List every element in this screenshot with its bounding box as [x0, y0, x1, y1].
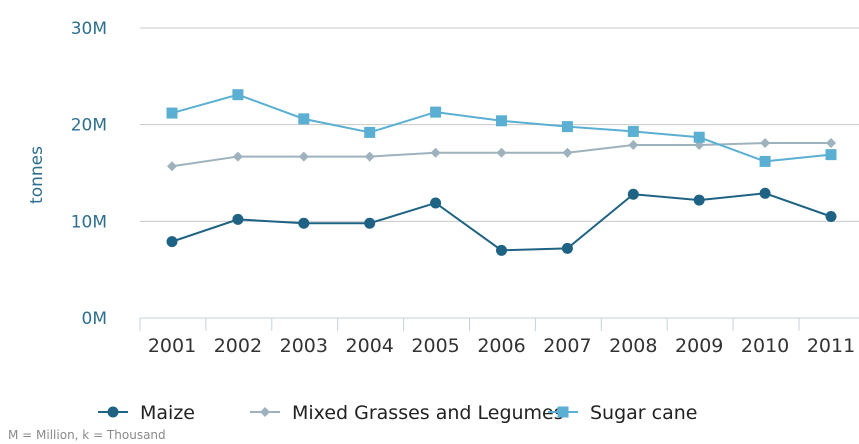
data-point[interactable]: [759, 155, 771, 167]
data-point[interactable]: [364, 217, 376, 229]
y-tick-label: 20M: [71, 116, 107, 136]
legend-label: Mixed Grasses and Legumes: [292, 402, 564, 424]
data-point[interactable]: [430, 197, 442, 209]
x-tick-label: 2008: [609, 335, 657, 357]
legend-label: Sugar cane: [590, 402, 697, 424]
legend[interactable]: Maize Mixed Grasses and Legumes Sugar cane: [98, 402, 697, 424]
data-point[interactable]: [166, 236, 178, 248]
data-point[interactable]: [562, 147, 573, 158]
data-point[interactable]: [759, 187, 771, 199]
y-axis-tick-labels: 0M 10M 20M 30M: [71, 19, 107, 329]
x-tick-label: 2007: [543, 335, 591, 357]
data-point[interactable]: [693, 194, 705, 206]
legend-marker: [107, 406, 119, 418]
x-tick-label: 2009: [675, 335, 723, 357]
legend-marker: [557, 406, 569, 418]
data-point[interactable]: [825, 149, 837, 161]
legend-item[interactable]: Sugar cane: [548, 402, 697, 424]
legend-item[interactable]: Maize: [98, 402, 195, 424]
data-point[interactable]: [167, 161, 177, 172]
y-tick-label: 10M: [71, 212, 107, 232]
legend-marker: [260, 407, 270, 417]
series-diamond: [167, 138, 836, 172]
data-point[interactable]: [166, 107, 178, 119]
data-point[interactable]: [627, 188, 639, 200]
x-axis: [139, 317, 859, 331]
series-lines: [166, 89, 837, 256]
series-square: [166, 89, 837, 167]
x-tick-label: 2005: [411, 335, 459, 357]
x-tick-label: 2001: [148, 335, 196, 357]
data-point[interactable]: [627, 125, 639, 137]
legend-item[interactable]: Mixed Grasses and Legumes: [250, 402, 564, 424]
data-point[interactable]: [364, 151, 375, 162]
data-point[interactable]: [298, 217, 310, 229]
data-point[interactable]: [298, 113, 310, 125]
y-tick-label: 30M: [71, 19, 107, 39]
x-tick-label: 2002: [214, 335, 262, 357]
data-point[interactable]: [561, 242, 573, 254]
data-point[interactable]: [825, 211, 837, 222]
data-point[interactable]: [232, 151, 243, 162]
data-point[interactable]: [561, 121, 573, 133]
series-circle: [166, 187, 837, 256]
data-point[interactable]: [496, 244, 507, 256]
y-axis-label: tonnes: [27, 146, 47, 204]
data-point[interactable]: [628, 139, 639, 150]
x-tick-label: 2010: [741, 335, 789, 357]
data-point[interactable]: [693, 131, 705, 143]
x-tick-label: 2003: [280, 335, 328, 357]
data-point[interactable]: [760, 138, 771, 149]
data-point[interactable]: [364, 126, 376, 138]
x-tick-label: 2011: [807, 335, 855, 357]
data-point[interactable]: [430, 147, 441, 158]
data-point[interactable]: [232, 213, 244, 225]
x-axis-tick-labels: 2001 2002 2003 2004 2005 2006 2007 2008 2009 2010…: [148, 335, 855, 357]
data-point[interactable]: [496, 115, 507, 127]
y-tick-label: 0M: [82, 309, 107, 329]
unit-footnote: M = Million, k = Thousand: [8, 428, 166, 442]
data-point[interactable]: [430, 106, 442, 118]
data-point[interactable]: [826, 138, 836, 149]
x-tick-label: 2006: [477, 335, 525, 357]
x-tick-label: 2004: [346, 335, 394, 357]
data-point[interactable]: [232, 89, 244, 101]
data-point[interactable]: [298, 151, 309, 162]
data-point[interactable]: [496, 147, 507, 158]
legend-label: Maize: [140, 402, 195, 424]
